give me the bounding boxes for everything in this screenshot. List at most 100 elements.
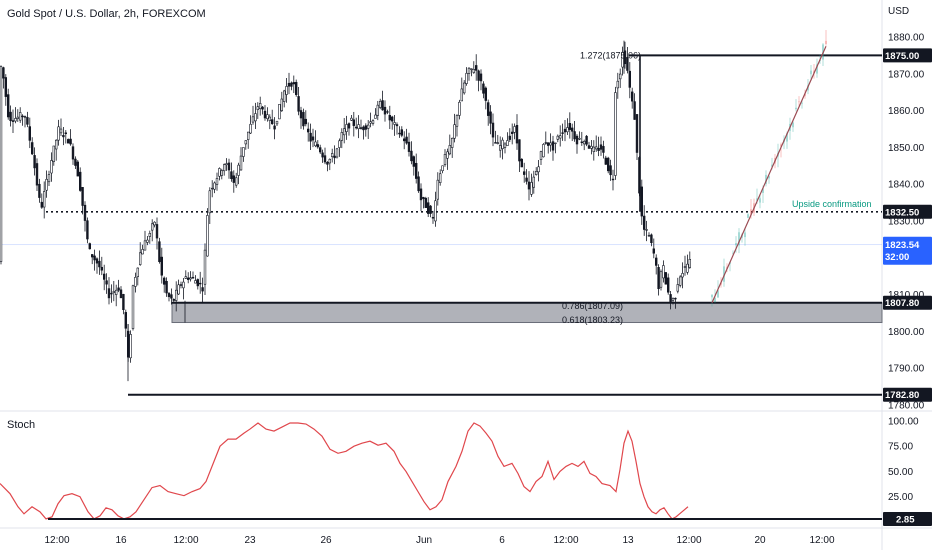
candle-body [434, 200, 437, 222]
candle-body [91, 254, 94, 258]
candle-body [501, 139, 504, 149]
candle-body [395, 124, 399, 127]
candle-body [621, 51, 624, 68]
candle-body [599, 144, 603, 150]
x-tick-label: 12:00 [809, 535, 834, 546]
projection-body [771, 164, 773, 167]
candle-body [100, 266, 104, 271]
candle-body [131, 285, 135, 329]
candle-body [390, 116, 394, 122]
candle-body [280, 98, 283, 111]
candle-body [59, 128, 63, 134]
candle-body [175, 289, 178, 301]
level-tag-3: 1782.80 [885, 390, 919, 401]
candle-body [211, 187, 214, 190]
y-tick-label: 1810.00 [888, 290, 925, 301]
candle-body [554, 142, 557, 145]
candle-body [124, 312, 128, 329]
candle-body [582, 141, 586, 145]
candle-body [196, 279, 199, 287]
candle-body [47, 174, 51, 183]
candle-body [40, 201, 44, 208]
candle-body [268, 116, 271, 121]
candle-body [244, 140, 247, 145]
candle-body [527, 181, 531, 190]
candle-body [311, 136, 315, 141]
candle-body [177, 284, 180, 295]
x-tick-label: 26 [320, 535, 332, 546]
candle-body [11, 120, 15, 122]
projection-body [798, 101, 800, 103]
candle-body [450, 137, 454, 148]
candle-body [525, 177, 528, 182]
candle-body [378, 101, 382, 108]
candle-body [350, 117, 353, 121]
candle-body [578, 138, 581, 140]
x-tick-label: 20 [754, 535, 766, 546]
projection-body [711, 294, 713, 298]
candle-body [366, 124, 370, 129]
candle-body [153, 221, 156, 226]
fib-label-0786: 0.786(1807.09) [562, 301, 623, 311]
candle-body [407, 141, 411, 152]
candle-body [424, 197, 427, 208]
candle-body [441, 165, 444, 172]
candle-body [326, 161, 329, 165]
candle-body [453, 124, 456, 139]
candle-body [438, 173, 442, 183]
candle-body [275, 120, 279, 125]
stoch-line[interactable] [0, 422, 689, 520]
candle-body [606, 157, 610, 172]
candle-body [256, 106, 259, 110]
projection-body [765, 174, 767, 184]
stoch-tick-label: 25.00 [888, 492, 913, 503]
candle-body [160, 256, 163, 276]
support-zone[interactable] [171, 302, 883, 324]
candle-body [371, 120, 375, 124]
candle-body [223, 164, 226, 172]
candle-body [686, 263, 689, 273]
candle-body [290, 82, 293, 87]
candle-body [503, 143, 507, 148]
candle-body [669, 294, 672, 303]
stoch-level-tag-bg [883, 512, 932, 527]
candle-body [580, 141, 584, 143]
candle-body [484, 87, 487, 101]
candles[interactable] [0, 40, 692, 382]
candle-body [16, 116, 19, 119]
candle-body [520, 158, 524, 168]
candle-body [674, 297, 677, 300]
candle-body [95, 258, 99, 264]
projection-body [801, 102, 803, 104]
candle-body [388, 115, 391, 121]
candle-body [522, 171, 526, 175]
candle-body [232, 175, 235, 183]
candle-body [544, 142, 548, 144]
candle-body [532, 176, 536, 188]
stoch-pane[interactable]: 25.00 50.00 75.00 100.00 2.85 [0, 417, 932, 527]
candle-body [158, 241, 161, 262]
candle-body [2, 67, 5, 79]
candle-body [551, 141, 555, 151]
projection-line [711, 45, 827, 303]
candle-body [530, 182, 533, 195]
candle-body [23, 116, 27, 118]
y-tick-label: 1880.00 [888, 33, 925, 44]
candle-body [83, 204, 87, 221]
candle-body [74, 158, 77, 166]
candle-body [93, 255, 96, 261]
candle-body [136, 267, 139, 277]
candle-body [189, 277, 192, 280]
candle-body [352, 119, 355, 126]
candle-body [294, 81, 298, 95]
candle-body [103, 273, 106, 280]
candle-body [443, 154, 447, 166]
candle-body [167, 293, 171, 298]
candle-body [465, 72, 468, 84]
candle-body [14, 118, 17, 122]
time-axis[interactable]: 12:00 16 12:00 23 26 Jun 6 12:00 13 12:00 20 12:00 [44, 535, 834, 546]
candle-body [462, 82, 466, 94]
